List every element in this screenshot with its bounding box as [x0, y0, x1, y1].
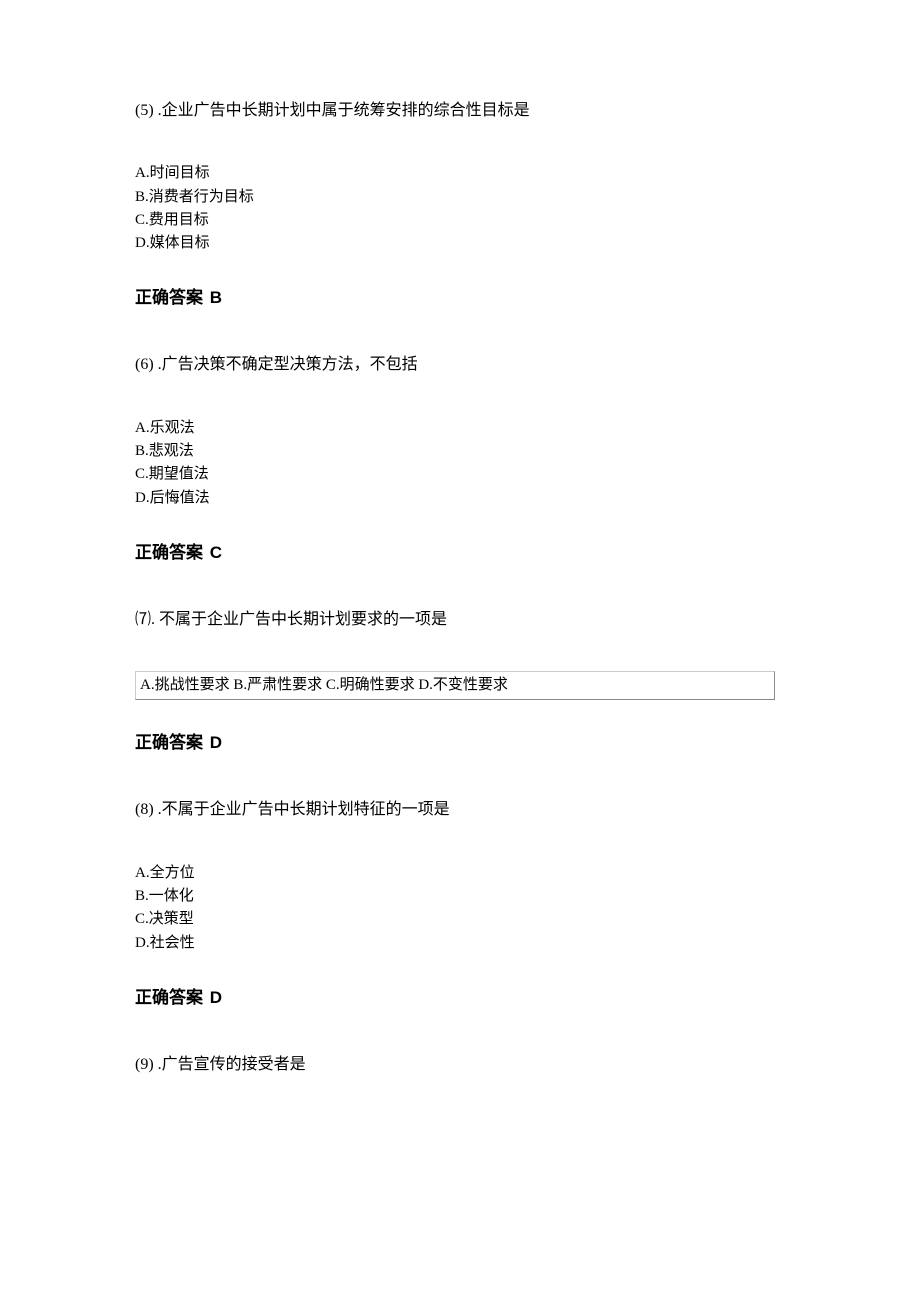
question-5: (5) .企业广告中长期计划中属于统筹安排的综合性目标是 A.时间目标 B.消费… [135, 100, 790, 308]
option-b: B.悲观法 [135, 440, 790, 463]
options-list: A.乐观法 B.悲观法 C.期望值法 D.后悔值法 [135, 417, 790, 510]
question-number: (8) [135, 801, 154, 818]
question-title: (9) .广告宣传的接受者是 [135, 1054, 790, 1076]
question-6: (6) .广告决策不确定型决策方法，不包括 A.乐观法 B.悲观法 C.期望值法… [135, 354, 790, 562]
option-d: D.后悔值法 [135, 487, 790, 510]
option-c: C.费用目标 [135, 209, 790, 232]
option-d: D.社会性 [135, 932, 790, 955]
option-a: A.乐观法 [135, 417, 790, 440]
option-a: A.全方位 [135, 862, 790, 885]
answer: 正确答案 C [135, 538, 790, 563]
question-8: (8) .不属于企业广告中长期计划特征的一项是 A.全方位 B.一体化 C.决策… [135, 799, 790, 1007]
question-title: ⑺. 不属于企业广告中长期计划要求的一项是 [135, 609, 790, 631]
question-title: (5) .企业广告中长期计划中属于统筹安排的综合性目标是 [135, 100, 790, 122]
question-title: (8) .不属于企业广告中长期计划特征的一项是 [135, 799, 790, 821]
answer: 正确答案 D [135, 728, 790, 753]
option-b: B.一体化 [135, 885, 790, 908]
options-list: A.时间目标 B.消费者行为目标 C.费用目标 D.媒体目标 [135, 162, 790, 255]
option-c: C.决策型 [135, 908, 790, 931]
answer: 正确答案 D [135, 983, 790, 1008]
question-number: (6) [135, 356, 154, 373]
question-text: .企业广告中长期计划中属于统筹安排的综合性目标是 [158, 102, 530, 119]
question-text: .不属于企业广告中长期计划特征的一项是 [158, 801, 450, 818]
option-a: A.时间目标 [135, 162, 790, 185]
options-list: A.全方位 B.一体化 C.决策型 D.社会性 [135, 862, 790, 955]
option-c: C.期望值法 [135, 463, 790, 486]
option-d: D.媒体目标 [135, 232, 790, 255]
question-9: (9) .广告宣传的接受者是 [135, 1054, 790, 1076]
answer: 正确答案 B [135, 283, 790, 308]
question-text: .广告宣传的接受者是 [158, 1056, 306, 1073]
options-boxed: A.挑战性要求 B.严肃性要求 C.明确性要求 D.不变性要求 [135, 671, 775, 700]
question-number: (9) [135, 1056, 154, 1073]
question-number: ⑺. [135, 611, 155, 628]
question-title: (6) .广告决策不确定型决策方法，不包括 [135, 354, 790, 376]
question-7: ⑺. 不属于企业广告中长期计划要求的一项是 A.挑战性要求 B.严肃性要求 C.… [135, 609, 790, 754]
question-text: 不属于企业广告中长期计划要求的一项是 [159, 611, 447, 628]
option-b: B.消费者行为目标 [135, 186, 790, 209]
question-text: .广告决策不确定型决策方法，不包括 [158, 356, 418, 373]
question-number: (5) [135, 102, 154, 119]
